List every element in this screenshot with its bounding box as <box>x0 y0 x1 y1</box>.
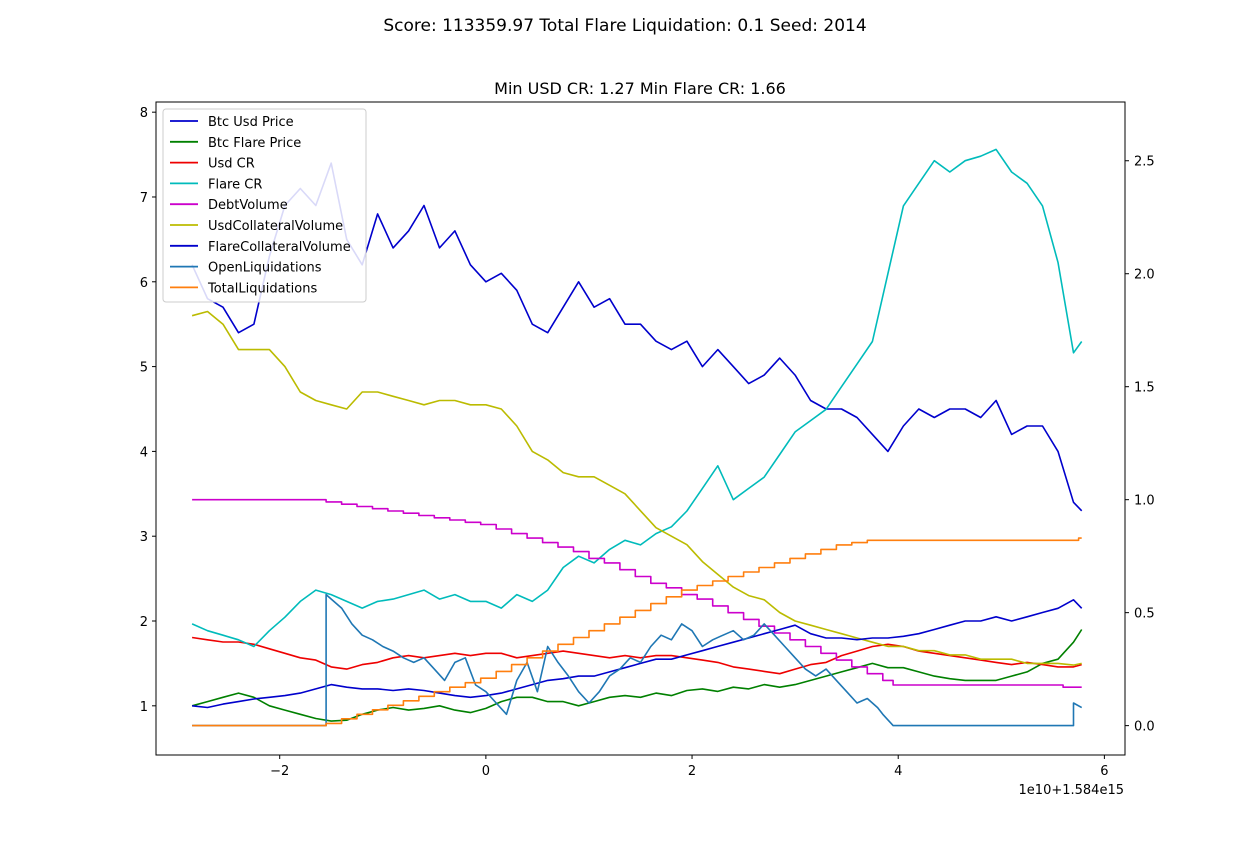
axes-frame <box>155 101 1126 756</box>
legend-label: Flare CR <box>208 177 262 192</box>
figure-suptitle: Score: 113359.97 Total Flare Liquidation… <box>383 16 866 36</box>
legend-label: TotalLiquidations <box>207 281 317 296</box>
series-line-flare-cr <box>191 148 1083 648</box>
series-line-usd-cr <box>191 636 1082 675</box>
legend-frame <box>162 108 367 303</box>
y-left-tick-label: 2 <box>140 615 148 630</box>
x-axis: −2 0 2 4 6 <box>270 755 1109 779</box>
y-right-tick-label: 2.0 <box>1134 268 1155 283</box>
legend: Btc Usd Price Btc Flare Price Usd CR Flare … <box>162 108 367 303</box>
y-right-tick-label: 0.0 <box>1134 720 1155 735</box>
x-tick-label: 2 <box>688 764 696 779</box>
legend-label: Btc Usd Price <box>208 115 294 130</box>
series-line-flarecollateralvolume <box>192 598 1083 709</box>
x-offset-text: 1e10+1.584e15 <box>1019 783 1124 798</box>
legend-label: DebtVolume <box>208 198 288 213</box>
y-left-tick-label: 7 <box>140 191 148 206</box>
series-line-usdcollateralvolume <box>191 310 1082 666</box>
y-left-tick-label: 4 <box>140 445 148 460</box>
axes-title: Min USD CR: 1.27 Min Flare CR: 1.66 <box>494 79 786 98</box>
series-line-openliquidations <box>192 593 1083 727</box>
series-line-totalliquidations <box>192 537 1082 727</box>
plot-area <box>191 148 1083 727</box>
legend-label: FlareCollateralVolume <box>208 240 351 255</box>
y-left-tick-label: 1 <box>140 700 148 715</box>
y-left-tick-label: 6 <box>140 276 148 291</box>
x-tick-label: −2 <box>270 764 289 779</box>
y-right-tick-label: 1.5 <box>1134 381 1155 396</box>
y-left-tick-label: 8 <box>140 106 148 121</box>
legend-label: UsdCollateralVolume <box>208 219 343 234</box>
x-tick-label: 4 <box>894 764 902 779</box>
y-left-tick-label: 3 <box>140 530 148 545</box>
left-y-axis: 1 2 3 4 5 6 7 8 <box>140 106 156 715</box>
legend-label: OpenLiquidations <box>208 261 322 276</box>
y-right-tick-label: 2.5 <box>1134 155 1155 170</box>
right-y-axis: 0.0 0.5 1.0 1.5 2.0 2.5 <box>1125 155 1155 735</box>
x-tick-label: 0 <box>482 764 490 779</box>
x-tick-label: 6 <box>1100 764 1108 779</box>
legend-label: Btc Flare Price <box>208 136 301 151</box>
y-right-tick-label: 0.5 <box>1134 607 1155 622</box>
series-line-debtvolume <box>192 498 1082 689</box>
y-right-tick-label: 1.0 <box>1134 494 1155 509</box>
legend-label: Usd CR <box>208 157 255 172</box>
y-left-tick-label: 5 <box>140 361 148 376</box>
